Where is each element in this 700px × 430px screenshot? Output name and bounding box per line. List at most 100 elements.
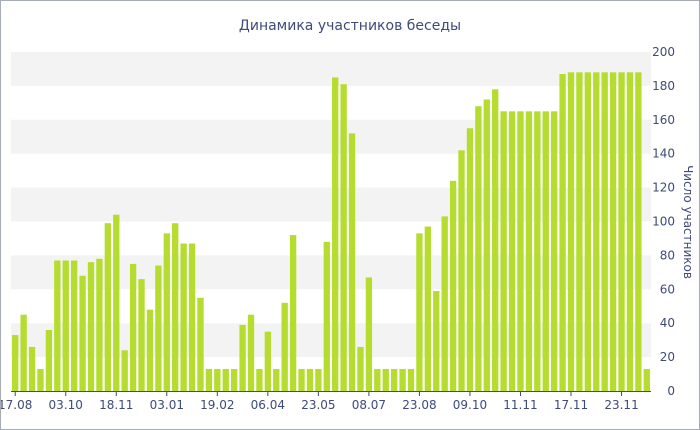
bar [348, 133, 356, 392]
bar [256, 368, 263, 391]
bar [79, 275, 86, 391]
bar [542, 111, 549, 391]
y-tick-label: 140 [652, 147, 675, 161]
x-tick-label: 11.11 [503, 398, 537, 412]
bar [104, 223, 111, 391]
bar [222, 368, 229, 391]
bar [466, 128, 474, 391]
bar [188, 243, 196, 391]
bar [340, 84, 347, 391]
bar [87, 262, 95, 391]
y-tick-label: 180 [652, 79, 675, 93]
bar [374, 368, 381, 391]
y-tick-label: 0 [667, 384, 675, 398]
bar [205, 368, 213, 391]
bar [609, 72, 617, 391]
x-tick-label: 17.11 [554, 398, 588, 412]
bar [399, 368, 406, 391]
bar [483, 99, 490, 392]
bar [45, 329, 53, 391]
bar [214, 368, 221, 391]
bar [525, 111, 533, 391]
bar [593, 72, 600, 391]
grid-band [11, 52, 651, 86]
bar [626, 72, 634, 391]
bar [247, 314, 255, 391]
bar [138, 279, 145, 391]
y-tick-label: 100 [652, 215, 675, 229]
y-tick-label: 120 [652, 181, 675, 195]
x-tick-label: 03.10 [49, 398, 83, 412]
bar [172, 223, 179, 391]
bars [12, 72, 650, 392]
bar [618, 72, 625, 391]
y-tick-label: 60 [660, 282, 675, 296]
bar [441, 216, 448, 391]
x-tick-label: 19.02 [200, 398, 234, 412]
y-tick-label: 200 [652, 45, 675, 59]
bar [281, 302, 288, 391]
x-tick-label: 06.04 [251, 398, 285, 412]
bar [475, 106, 482, 392]
bar [424, 226, 431, 391]
bar [121, 350, 128, 391]
bar [264, 331, 271, 391]
bar [416, 233, 423, 391]
x-tick-label: 18.11 [99, 398, 133, 412]
bar [601, 72, 608, 391]
bar [567, 72, 575, 391]
bar [129, 263, 137, 392]
bar [28, 346, 36, 391]
bar [71, 260, 78, 391]
bar [273, 368, 280, 391]
x-tick-label: 08.07 [352, 398, 386, 412]
bar [323, 241, 330, 391]
x-axis: 17.08 03.10 18.11 03.01 19.02 06.04 23.05 08.07… [1, 391, 639, 412]
bar [96, 258, 103, 391]
bar [551, 111, 558, 391]
bar [197, 297, 204, 391]
bar [534, 111, 541, 391]
bar [239, 324, 246, 391]
x-tick-label: 17.08 [1, 398, 32, 412]
x-tick-label: 23.11 [604, 398, 638, 412]
y-tick-label: 20 [660, 350, 675, 364]
bar [62, 260, 69, 391]
bar [508, 111, 516, 391]
bar [163, 233, 170, 391]
bar [458, 150, 465, 391]
bar [155, 265, 162, 391]
bar [146, 309, 154, 391]
x-tick-label: 09.10 [453, 398, 487, 412]
bar [517, 111, 524, 391]
bar [559, 74, 566, 391]
bar [315, 368, 322, 391]
bar [382, 368, 389, 391]
bar [391, 368, 398, 391]
bar [449, 180, 457, 391]
y-axis: 0 20 40 60 80 100 120 140 160 180 200 [652, 45, 675, 398]
bar [407, 368, 415, 391]
bar [433, 291, 440, 391]
x-tick-label: 23.05 [301, 398, 335, 412]
bar [180, 243, 187, 391]
bar [635, 72, 642, 391]
y-axis-label: Число участников [681, 165, 695, 279]
bar [584, 72, 591, 391]
y-tick-label: 160 [652, 113, 675, 127]
y-tick-label: 80 [660, 248, 675, 262]
bar [12, 335, 19, 391]
bar [500, 111, 507, 391]
bar [306, 368, 314, 391]
bar [357, 346, 364, 391]
bar [643, 368, 650, 391]
bar [37, 368, 44, 391]
bar [289, 235, 297, 391]
bar [298, 368, 305, 391]
chart-title: Динамика участников беседы [239, 18, 461, 34]
bar [492, 89, 499, 391]
bar [576, 72, 583, 391]
bar [54, 260, 61, 391]
